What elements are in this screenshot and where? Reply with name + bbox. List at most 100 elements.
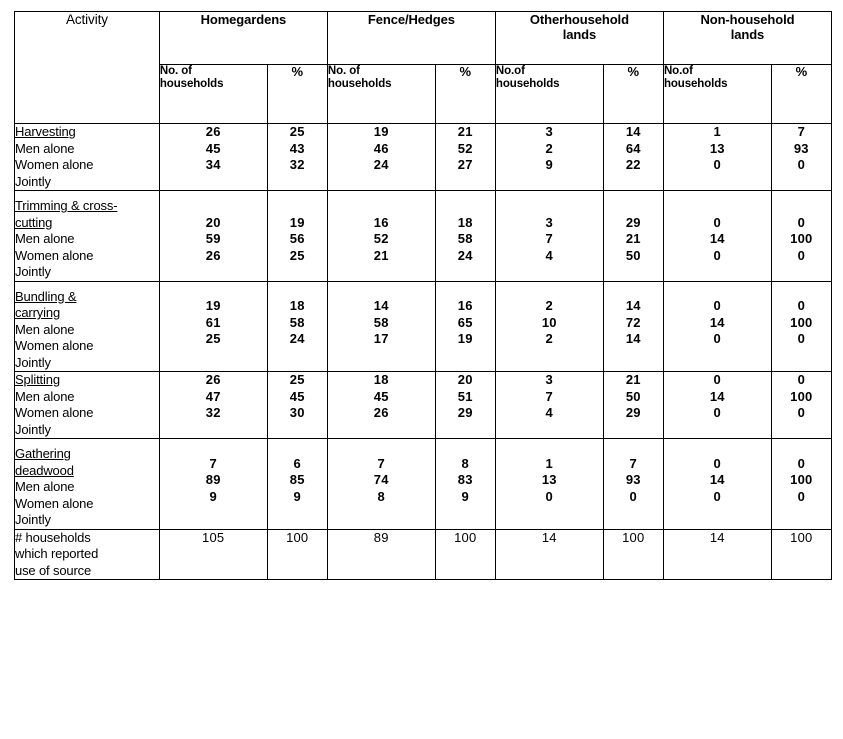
value-gathering-homegardens-percent-2: 85 bbox=[289, 472, 305, 487]
value-trimming-homegardens-count-1: 20 bbox=[205, 214, 221, 230]
value-harvesting-homegardens-count-1: 26 bbox=[205, 124, 221, 139]
value-splitting-fence-count-2: 45 bbox=[373, 388, 389, 404]
value-harvesting-homegardens-percent: 25 43 32 bbox=[266, 123, 328, 191]
value-trimming-nonhh-count-3: 0 bbox=[713, 247, 721, 263]
value-gathering-fence-percent-1: 8 bbox=[461, 455, 469, 471]
total-nonhh-percent: 100 bbox=[770, 528, 833, 580]
activity-subrow-gathering-2: Women alone bbox=[15, 495, 94, 511]
value-trimming-fence-count: 16 52 21 bbox=[326, 190, 436, 282]
value-bundling-homegardens-count-2: 61 bbox=[205, 314, 221, 330]
value-splitting-homegardens-percent-2: 45 bbox=[289, 388, 305, 404]
value-gathering-fence-count-1: 7 bbox=[377, 455, 385, 471]
value-trimming-homegardens-count-3: 26 bbox=[205, 247, 221, 263]
total-label-l1: # households bbox=[15, 529, 91, 545]
value-harvesting-fence-percent-1: 21 bbox=[457, 124, 473, 139]
value-harvesting-otherhh-percent-1: 14 bbox=[625, 124, 641, 139]
total-row: # households which reported use of sourc… bbox=[14, 528, 833, 580]
value-bundling-otherhh-count-3: 2 bbox=[545, 331, 553, 346]
header-group-nonhh-line2: lands bbox=[730, 27, 765, 42]
total-homegardens-percent: 100 bbox=[266, 528, 328, 580]
value-trimming-homegardens-percent-1: 19 bbox=[289, 214, 305, 230]
table-body: Harvesting Men alone Women alone Jointly 26 4… bbox=[14, 123, 833, 530]
value-trimming-otherhh-percent-2: 21 bbox=[625, 231, 641, 246]
value-harvesting-fence-percent-2: 52 bbox=[457, 140, 473, 156]
value-splitting-fence-percent: 20 51 29 bbox=[434, 371, 496, 439]
activity-heading-harvesting-l1: Harvesting bbox=[15, 124, 76, 139]
value-splitting-otherhh-percent-1: 21 bbox=[625, 372, 641, 387]
value-trimming-fence-percent-3: 24 bbox=[457, 247, 473, 263]
value-gathering-nonhh-percent-2: 100 bbox=[790, 472, 813, 487]
value-splitting-fence-percent-2: 51 bbox=[457, 388, 473, 404]
value-bundling-otherhh-count-2: 10 bbox=[541, 314, 557, 330]
total-row-label: # households which reported use of sourc… bbox=[14, 528, 160, 580]
value-trimming-nonhh-count-2: 14 bbox=[709, 231, 725, 246]
value-gathering-otherhh-count-2: 13 bbox=[541, 472, 557, 487]
header-homegardens-count: No. of households bbox=[158, 64, 268, 124]
header-fence-percent: % bbox=[434, 64, 496, 124]
value-splitting-homegardens-count-1: 26 bbox=[205, 372, 221, 387]
total-label-l3: use of source bbox=[15, 562, 92, 578]
value-bundling-nonhh-percent-2: 100 bbox=[790, 314, 813, 330]
value-trimming-homegardens-count-2: 59 bbox=[205, 231, 221, 246]
activity-heading-trimming-l2: cutting bbox=[15, 214, 53, 230]
table-footer: # households which reported use of sourc… bbox=[14, 528, 833, 580]
section-row-splitting: Splitting Men alone Women alone Jointly 26 47… bbox=[14, 371, 833, 439]
value-gathering-nonhh-count-1: 0 bbox=[713, 455, 721, 471]
value-splitting-nonhh-percent-2: 100 bbox=[790, 388, 813, 404]
value-splitting-otherhh-percent-3: 29 bbox=[625, 405, 641, 420]
value-splitting-otherhh-percent: 21 50 29 bbox=[602, 371, 664, 439]
header-group-fence-hedges: Fence/Hedges bbox=[326, 11, 496, 65]
activity-label-trimming: Trimming & cross-cutting Men alone Women a… bbox=[14, 190, 160, 282]
header-group-other-household-lands: Otherhousehold lands bbox=[494, 11, 664, 65]
value-trimming-nonhh-percent-3: 0 bbox=[797, 247, 806, 263]
activity-subrow-splitting-3: Jointly bbox=[15, 421, 51, 437]
value-gathering-fence-count-2: 74 bbox=[373, 472, 389, 487]
value-harvesting-otherhh-percent-3: 22 bbox=[625, 157, 641, 172]
table-header: Activity Homegardens Fence/Hedges Otherh… bbox=[14, 11, 833, 124]
value-bundling-nonhh-percent-1: 0 bbox=[797, 298, 806, 313]
activity-subrow-splitting-2: Women alone bbox=[15, 405, 94, 420]
value-bundling-homegardens-percent-1: 18 bbox=[289, 298, 305, 313]
value-trimming-fence-percent: 18 58 24 bbox=[434, 190, 496, 282]
value-bundling-otherhh-count: 02102 bbox=[494, 280, 604, 372]
value-splitting-homegardens-count: 26 47 32 bbox=[158, 371, 268, 439]
header-group-non-household-lands: Non-household lands bbox=[662, 11, 833, 65]
value-bundling-fence-count-1: 14 bbox=[373, 298, 389, 313]
header-hg-num-l2: households bbox=[159, 78, 224, 90]
header-nonhh-num-l1: No.of bbox=[663, 65, 693, 77]
activity-subrow-trimming-1: Men alone bbox=[15, 231, 75, 246]
value-trimming-nonhh-percent-1: 0 bbox=[797, 214, 806, 230]
value-harvesting-fence-count-3: 24 bbox=[373, 157, 389, 172]
header-group-nonhh-line1: Non-household bbox=[700, 12, 795, 27]
value-gathering-otherhh-count: 01130 bbox=[494, 438, 604, 530]
header-group-other-line2: lands bbox=[562, 27, 597, 42]
activity-subrow-bundling-1: Men alone bbox=[15, 321, 75, 337]
header-group-homegardens: Homegardens bbox=[158, 11, 328, 65]
value-bundling-homegardens-count: 0196125 bbox=[158, 280, 268, 372]
value-harvesting-nonhh-percent: 7 93 0 bbox=[770, 123, 833, 191]
value-harvesting-homegardens-percent-1: 25 bbox=[289, 124, 305, 139]
activity-subrow-trimming-3: Jointly bbox=[15, 264, 51, 279]
value-bundling-nonhh-percent-3: 0 bbox=[797, 331, 806, 346]
value-bundling-nonhh-count-3: 0 bbox=[713, 331, 721, 346]
value-trimming-otherhh-percent-3: 50 bbox=[625, 247, 641, 263]
value-bundling-fence-count: 0145817 bbox=[326, 280, 436, 372]
value-gathering-otherhh-percent-2: 93 bbox=[625, 472, 641, 487]
value-splitting-otherhh-count-3: 4 bbox=[545, 405, 553, 420]
value-splitting-nonhh-count-1: 0 bbox=[713, 372, 721, 387]
activity-heading-gathering-l2: deadwood bbox=[15, 462, 74, 478]
activity-subrow-splitting-1: Men alone bbox=[15, 388, 75, 404]
value-bundling-fence-percent: 0166519 bbox=[434, 280, 496, 372]
value-bundling-fence-percent-1: 16 bbox=[457, 298, 473, 313]
value-gathering-nonhh-count-2: 14 bbox=[709, 472, 725, 487]
activity-subrow-harvesting-2: Women alone bbox=[15, 157, 94, 172]
value-gathering-homegardens-percent: 06859 bbox=[266, 438, 328, 530]
value-bundling-otherhh-percent-3: 14 bbox=[625, 331, 641, 346]
total-label-l2: which reported bbox=[15, 546, 99, 561]
value-gathering-fence-count-3: 8 bbox=[377, 488, 385, 504]
